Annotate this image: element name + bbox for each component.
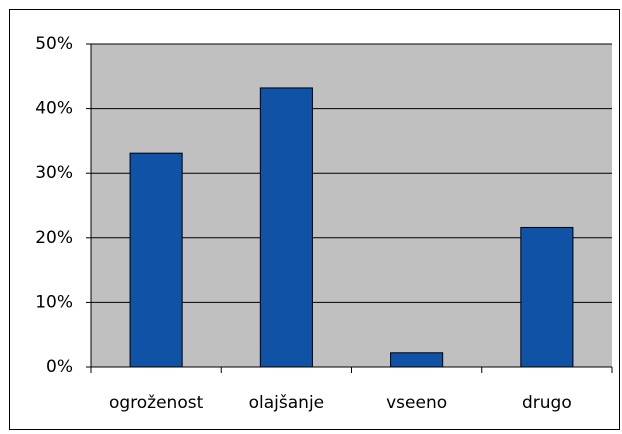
x-tick-label: olajšanje: [249, 393, 325, 413]
x-tick-label: ogroženost: [109, 393, 204, 413]
y-tick-label: 30%: [35, 163, 73, 183]
y-tick-label: 0%: [46, 357, 73, 377]
x-tick-label: vseeno: [386, 393, 447, 413]
bar: [390, 352, 444, 368]
bar: [520, 226, 574, 368]
y-tick-label: 20%: [35, 228, 73, 248]
bar: [259, 87, 313, 368]
y-tick-label: 40%: [35, 99, 73, 119]
x-tick-label: drugo: [522, 393, 572, 413]
y-tick-label: 50%: [35, 34, 73, 54]
y-tick-label: 10%: [35, 292, 73, 312]
bar: [129, 152, 183, 368]
